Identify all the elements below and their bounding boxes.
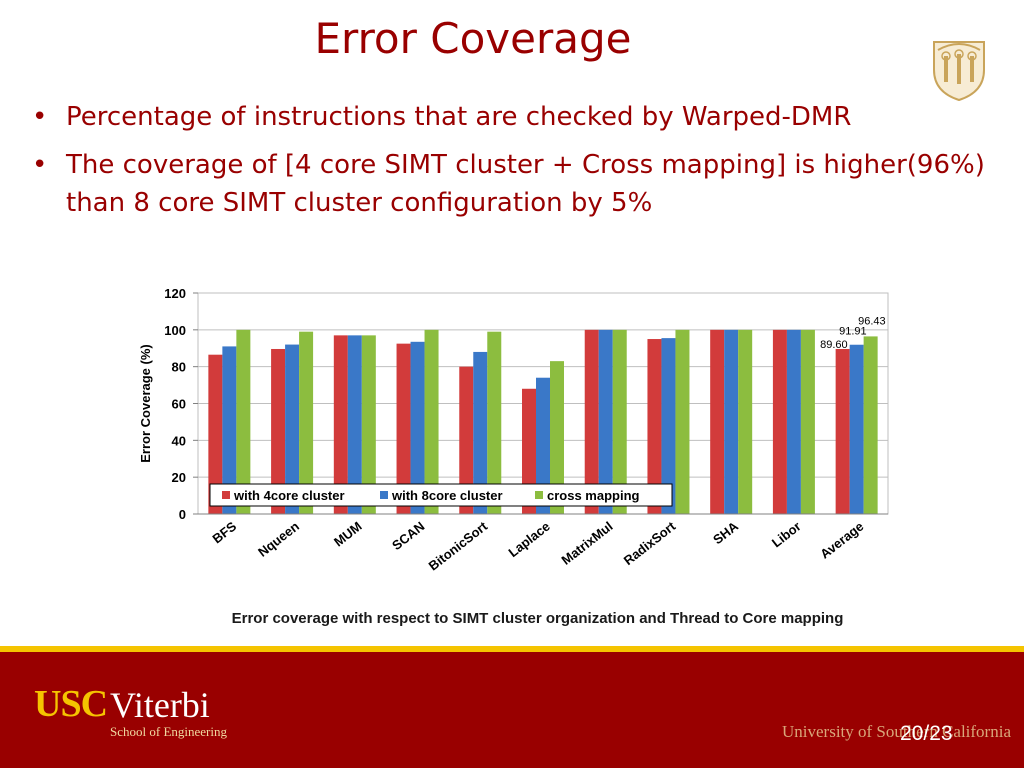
x-tick-label: Laplace: [505, 519, 552, 561]
bar: [396, 343, 411, 514]
legend-label: with 8core cluster: [391, 488, 503, 503]
bar: [522, 388, 536, 514]
y-tick-label: 40: [172, 433, 186, 448]
x-tick-label: BFS: [209, 518, 239, 546]
bar: [361, 335, 376, 514]
x-tick-label: Average: [817, 519, 866, 562]
bar: [849, 344, 864, 514]
y-axis-label: Error Coverage (%): [138, 344, 153, 462]
bar: [724, 329, 739, 514]
bar: [835, 348, 850, 514]
slide-title: Error Coverage: [314, 14, 632, 63]
chart-caption: Error coverage with respect to SIMT clus…: [231, 610, 844, 627]
bullet-list: • Percentage of instructions that are che…: [28, 98, 988, 232]
y-tick-label: 100: [164, 323, 186, 338]
usc-logo: USC: [34, 683, 108, 725]
data-label: 89.60: [820, 339, 848, 351]
x-tick-label: Libor: [769, 519, 804, 551]
bar: [347, 335, 362, 514]
bar: [424, 329, 439, 514]
x-tick-label: SCAN: [389, 519, 427, 554]
bar: [710, 329, 725, 514]
bar: [473, 351, 488, 514]
error-coverage-chart: 0 20 40 60 80 100 120 Error Coverage (%) BFS Nque…: [138, 286, 889, 573]
data-label: 91.91: [839, 326, 867, 338]
legend-label: cross mapping: [547, 488, 640, 503]
bar: [299, 331, 314, 514]
bar: [661, 338, 676, 514]
bullet-dot: •: [32, 150, 48, 180]
data-label: 96.43: [858, 315, 886, 327]
legend-swatch: [535, 491, 543, 499]
bar: [598, 329, 613, 514]
bar: [772, 329, 787, 514]
bar: [271, 348, 286, 514]
bullet-dot: •: [32, 102, 48, 132]
y-tick-label: 120: [164, 286, 186, 301]
y-tick-label: 80: [172, 360, 186, 375]
legend-swatch: [380, 491, 388, 499]
bar: [738, 329, 753, 514]
footer-gold-stripe: [0, 646, 1024, 652]
bar: [236, 329, 251, 514]
legend-box: [209, 483, 673, 507]
page-number: 20/23: [900, 722, 953, 745]
bar: [800, 329, 815, 514]
university-label: University of Southern California: [782, 722, 1011, 741]
bar: [285, 344, 300, 514]
bullet-item: • The coverage of [4 core SIMT cluster + …: [28, 146, 988, 222]
viterbi-logo: Viterbi: [110, 685, 210, 725]
x-tick-label: MUM: [331, 519, 365, 550]
footer-bar: [0, 652, 1024, 768]
legend-label: with 4core cluster: [233, 488, 345, 503]
y-tick-label: 0: [179, 507, 186, 522]
x-tick-label: Nqueen: [255, 519, 302, 560]
legend-swatch: [222, 491, 230, 499]
bar: [536, 377, 550, 514]
y-tick-label: 60: [172, 397, 186, 412]
bar: [863, 336, 878, 514]
bar: [333, 335, 348, 514]
bullet-item: • Percentage of instructions that are che…: [28, 98, 988, 136]
bar: [675, 329, 690, 514]
usc-seal-icon: [933, 41, 985, 102]
bar: [222, 346, 237, 514]
x-tick-label: SHA: [710, 518, 741, 547]
bar: [612, 329, 627, 514]
bar: [487, 331, 502, 514]
bullet-text: The coverage of [4 core SIMT cluster + C…: [66, 150, 985, 218]
x-tick-label: BitonicSort: [426, 518, 491, 573]
bullet-text: Percentage of instructions that are chec…: [66, 102, 852, 132]
bar: [786, 329, 801, 514]
y-tick-label: 20: [172, 470, 186, 485]
bar: [410, 341, 425, 514]
bar: [208, 354, 223, 514]
bar: [647, 339, 662, 514]
x-tick-label: MatrixMul: [559, 519, 616, 568]
bar: [459, 366, 474, 514]
bar: [584, 329, 599, 514]
x-tick-label: RadixSort: [621, 518, 679, 568]
bar: [550, 361, 564, 514]
school-of-engineering-label: School of Engineering: [110, 724, 227, 739]
